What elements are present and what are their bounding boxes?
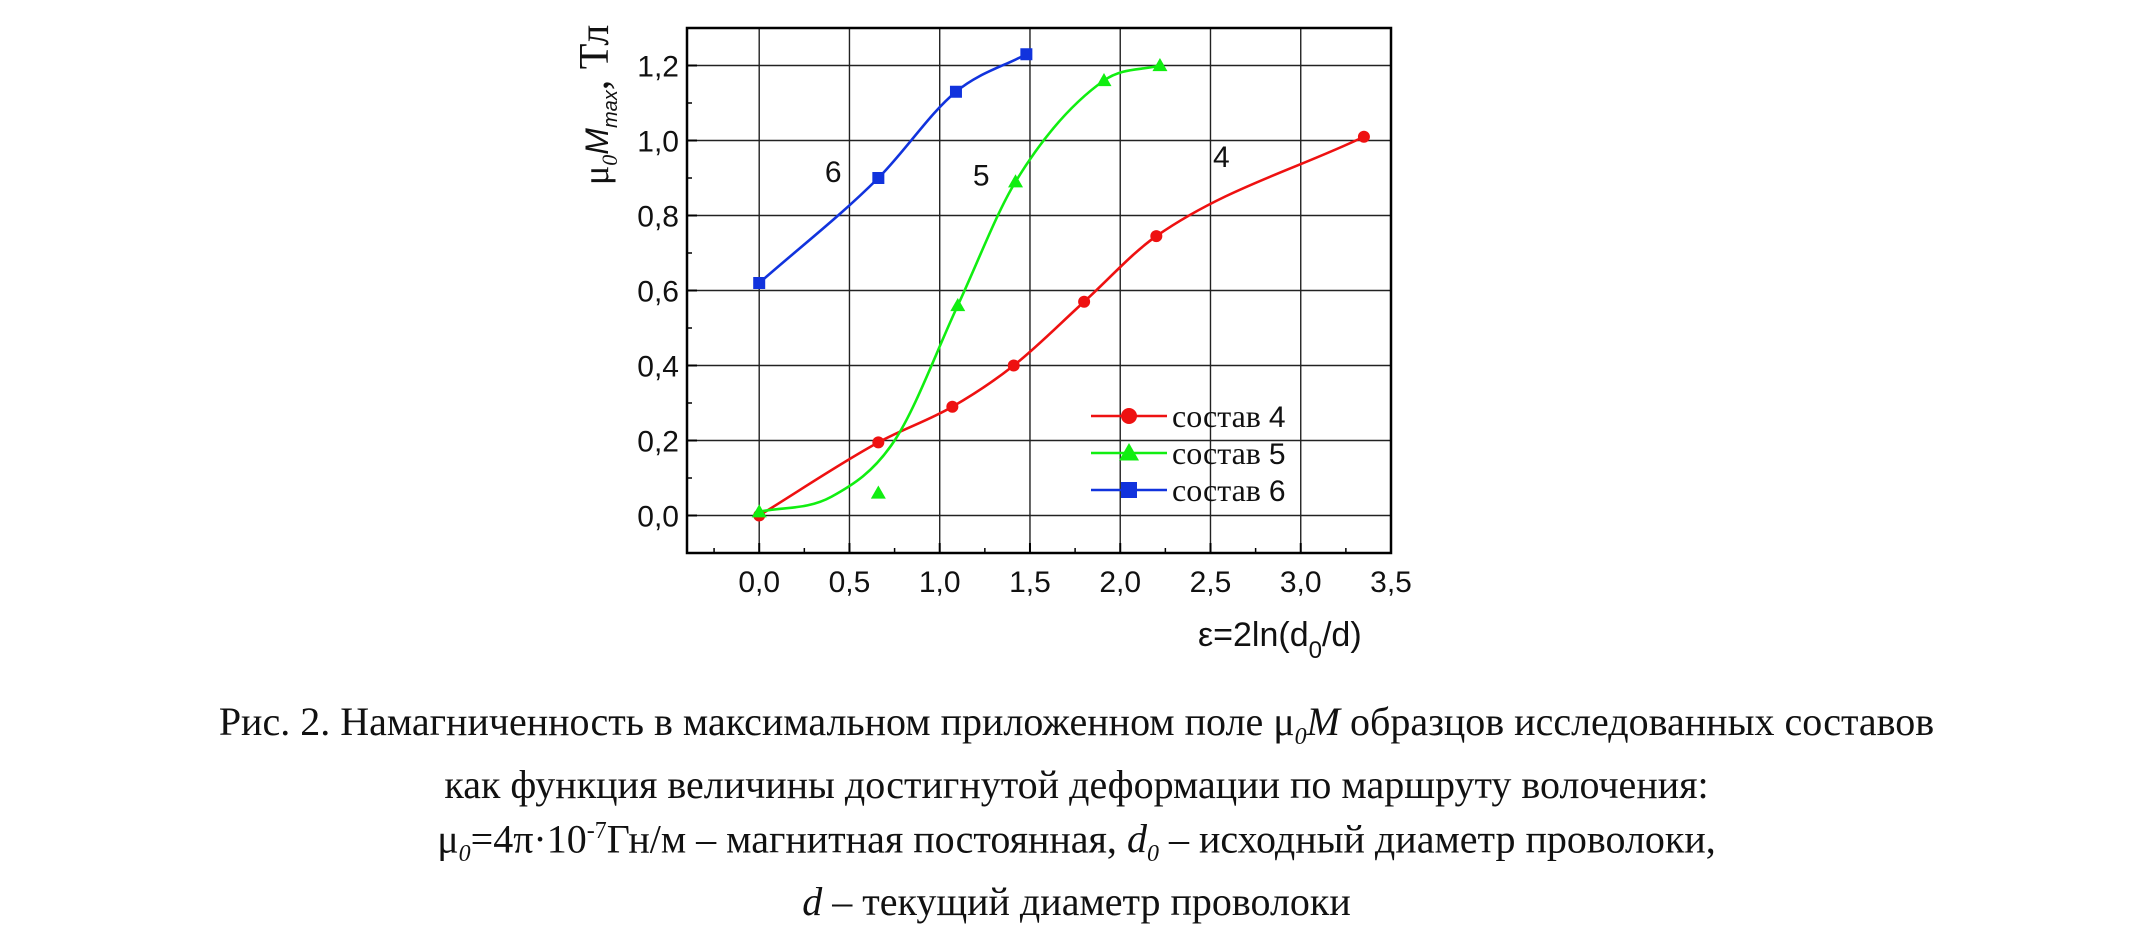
caption-sub: 0 bbox=[1294, 724, 1307, 750]
figure-caption: Рис. 2. Намагниченность в максимальном п… bbox=[0, 698, 2153, 925]
series-5-point bbox=[870, 485, 886, 499]
x-axis-label: ε=2ln(d0/d) bbox=[1198, 616, 1362, 664]
curve-labels: 4 5 6 bbox=[825, 141, 1230, 193]
series-4-point bbox=[1078, 295, 1091, 308]
y-tick-label: 0,0 bbox=[637, 501, 679, 534]
y-tick-label: 0,6 bbox=[637, 276, 679, 309]
caption-line-2: как функция величины достигнутой деформа… bbox=[0, 761, 2153, 808]
caption-text: – текущий диаметр проволоки bbox=[822, 879, 1351, 925]
series-5-point bbox=[950, 298, 966, 312]
curve-label-6: 6 bbox=[825, 156, 842, 189]
legend-label-number: 4 bbox=[1269, 401, 1286, 434]
x-tick-label: 2,5 bbox=[1190, 566, 1232, 599]
caption-line-1: Рис. 2. Намагниченность в максимальном п… bbox=[0, 698, 2153, 761]
caption-symbol-d: d bbox=[802, 879, 823, 925]
caption-text: Рис. 2. Намагниченность в максимальном п… bbox=[218, 699, 1295, 744]
series-6-point bbox=[872, 172, 885, 184]
caption-symbol-m: M bbox=[1306, 699, 1340, 744]
y-tick-label: 1,2 bbox=[637, 51, 679, 84]
series-6-point bbox=[753, 277, 766, 289]
caption-text: образцов исследованных составов bbox=[1339, 699, 1935, 744]
series-5-point bbox=[1008, 174, 1024, 188]
caption-line-4: d – текущий диаметр проволоки bbox=[0, 878, 2153, 925]
caption-text: – исходный диаметр проволоки, bbox=[1158, 816, 1716, 862]
series-markers bbox=[751, 48, 1370, 522]
chart: 0,0 0,5 1,0 1,5 2,0 2,5 3,0 3,5 0,0 0,2 0,4 0,6 0,8 1… bbox=[572, 25, 1412, 664]
y-tick-label: 0,8 bbox=[637, 201, 679, 234]
x-tick-label: 0,5 bbox=[829, 566, 871, 599]
series-4-point bbox=[1007, 359, 1020, 372]
legend-label-number: 5 bbox=[1269, 438, 1286, 471]
series-6-point bbox=[1020, 48, 1033, 61]
caption-text: как функция величины достигнутой деформа… bbox=[444, 762, 1709, 807]
x-axis-label-tail: /d) bbox=[1322, 616, 1362, 654]
legend-label-4: состав 4 bbox=[1172, 398, 1286, 434]
series-4-point bbox=[872, 436, 885, 449]
x-tick-label: 2,0 bbox=[1099, 566, 1141, 599]
series-4-point bbox=[1357, 130, 1370, 143]
x-tick-label: 1,0 bbox=[919, 566, 961, 599]
x-tick-label: 3,5 bbox=[1370, 566, 1412, 599]
legend-label-text: состав bbox=[1172, 472, 1269, 508]
series-6-point bbox=[949, 85, 962, 98]
legend-label-text: состав bbox=[1172, 435, 1269, 471]
series-5-point bbox=[751, 504, 767, 518]
y-axis-label: μ0Mmax, Тл bbox=[572, 25, 622, 185]
caption-symbol-d: d bbox=[1126, 816, 1147, 862]
y-tick-label: 0,2 bbox=[637, 426, 679, 459]
legend-label-6: состав 6 bbox=[1172, 472, 1286, 508]
legend-marker-4 bbox=[1121, 408, 1137, 424]
caption-symbol-mu: μ bbox=[437, 816, 459, 862]
y-axis-label-unit: , Тл bbox=[572, 25, 618, 91]
y-axis-label-m: M bbox=[579, 128, 615, 155]
x-tick-label: 1,5 bbox=[1009, 566, 1051, 599]
legend-label-5: состав 5 bbox=[1172, 435, 1286, 471]
caption-sup: -7 bbox=[586, 818, 607, 844]
caption-text: =4π·10 bbox=[470, 816, 587, 862]
x-axis-label-main: ε=2ln(d bbox=[1198, 616, 1309, 654]
caption-sub: 0 bbox=[1146, 841, 1159, 868]
axis-ticks: 0,0 0,5 1,0 1,5 2,0 2,5 3,0 3,5 0,0 0,2 0,4 0,6 0,8 1… bbox=[637, 27, 1412, 599]
caption-sub: 0 bbox=[458, 841, 471, 868]
caption-line-3: μ0=4π·10-7Гн/м – магнитная постоянная, d… bbox=[0, 808, 2153, 878]
x-axis-label-sub: 0 bbox=[1309, 637, 1322, 664]
series-4-point bbox=[1150, 230, 1163, 243]
y-axis-label-m-sub: max bbox=[600, 89, 622, 128]
y-tick-label: 0,4 bbox=[637, 351, 679, 384]
x-tick-label: 0,0 bbox=[738, 566, 780, 599]
series-5-point bbox=[1096, 73, 1112, 87]
caption-text: Гн/м – магнитная постоянная, bbox=[606, 816, 1127, 862]
y-axis-label-mu: μ bbox=[576, 166, 616, 185]
curve-label-5: 5 bbox=[973, 160, 990, 193]
curve-label-4: 4 bbox=[1213, 141, 1230, 174]
legend-marker-5 bbox=[1119, 443, 1139, 461]
series-4-point bbox=[946, 400, 959, 413]
series-6-line bbox=[758, 53, 1027, 284]
legend-label-text: состав bbox=[1172, 398, 1269, 434]
legend-label-number: 6 bbox=[1269, 475, 1286, 508]
y-tick-label: 1,0 bbox=[637, 126, 679, 159]
x-tick-label: 3,0 bbox=[1280, 566, 1322, 599]
legend-marker-6 bbox=[1121, 482, 1137, 498]
y-axis-label-mu-sub: 0 bbox=[597, 155, 622, 166]
grid bbox=[687, 28, 1392, 553]
series-5-point bbox=[1152, 58, 1168, 72]
